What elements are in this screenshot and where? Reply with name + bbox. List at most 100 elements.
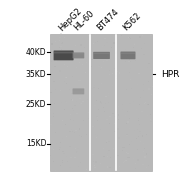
Bar	[133, 156, 134, 157]
Bar	[66, 83, 68, 84]
Text: HPR: HPR	[161, 69, 179, 78]
Bar	[143, 84, 144, 85]
Bar	[63, 57, 64, 58]
Bar	[127, 36, 128, 37]
Bar	[97, 41, 98, 42]
Bar	[86, 62, 87, 63]
Bar	[60, 46, 62, 48]
Bar	[151, 43, 152, 44]
Bar	[88, 112, 89, 113]
Bar	[126, 58, 127, 59]
Bar	[93, 87, 94, 88]
Bar	[82, 37, 83, 38]
Bar	[75, 130, 77, 131]
Bar	[62, 160, 64, 161]
Bar	[136, 81, 138, 82]
Bar	[94, 126, 95, 127]
Bar	[101, 102, 102, 104]
Bar	[55, 41, 56, 42]
Bar	[98, 101, 99, 102]
Bar	[62, 120, 63, 121]
Bar	[141, 111, 143, 112]
Bar	[127, 72, 128, 73]
Bar	[152, 74, 153, 75]
Bar	[70, 119, 71, 120]
Bar	[80, 103, 82, 104]
Bar	[107, 92, 108, 93]
Bar	[115, 163, 116, 164]
Bar	[141, 67, 143, 69]
Bar	[118, 39, 119, 40]
Bar	[77, 151, 78, 152]
Bar	[108, 102, 109, 103]
Bar	[50, 34, 152, 171]
Bar	[103, 156, 105, 157]
Bar	[125, 115, 126, 116]
Bar	[119, 166, 120, 167]
Bar	[115, 52, 116, 53]
Bar	[137, 107, 138, 108]
Bar	[66, 156, 67, 157]
Bar	[111, 47, 112, 48]
Bar	[59, 149, 60, 150]
Bar	[150, 114, 151, 115]
Bar	[118, 106, 119, 107]
Bar	[127, 106, 128, 107]
Bar	[140, 141, 141, 142]
Bar	[133, 158, 134, 159]
Bar	[112, 113, 114, 114]
Bar	[67, 85, 68, 86]
Bar	[60, 33, 62, 35]
Bar	[52, 163, 53, 165]
Bar	[102, 46, 103, 47]
Text: HL-60: HL-60	[72, 9, 96, 33]
Bar	[96, 55, 97, 56]
Bar	[84, 87, 85, 88]
Bar	[83, 120, 84, 121]
Bar	[144, 103, 145, 104]
Bar	[71, 99, 72, 100]
Bar	[62, 138, 63, 139]
Bar	[70, 157, 72, 158]
Bar	[124, 107, 125, 108]
Bar	[76, 151, 77, 153]
Bar	[78, 93, 80, 94]
Bar	[129, 144, 130, 145]
Bar	[89, 83, 90, 84]
Bar	[70, 60, 71, 61]
Bar	[60, 102, 62, 103]
Bar	[74, 125, 75, 127]
Bar	[72, 108, 73, 109]
Bar	[133, 101, 134, 102]
Bar	[124, 161, 125, 162]
Bar	[126, 135, 128, 136]
Bar	[95, 134, 96, 135]
Bar	[77, 73, 79, 74]
Text: 35KD: 35KD	[26, 69, 46, 78]
Bar	[129, 55, 130, 56]
Bar	[92, 154, 94, 155]
Bar	[60, 59, 61, 60]
Bar	[125, 160, 127, 161]
Bar	[55, 132, 56, 133]
Bar	[63, 109, 64, 110]
Bar	[62, 150, 64, 152]
Bar	[104, 111, 105, 112]
Bar	[114, 123, 115, 124]
Bar	[69, 89, 70, 90]
Bar	[82, 101, 84, 102]
Bar	[76, 101, 78, 102]
Bar	[123, 162, 124, 163]
Bar	[144, 43, 145, 44]
Bar	[125, 127, 127, 128]
Bar	[78, 143, 79, 144]
Bar	[54, 103, 55, 104]
Bar	[139, 104, 140, 105]
Bar	[84, 148, 86, 149]
Bar	[104, 45, 105, 46]
Bar	[60, 165, 61, 166]
Bar	[131, 141, 132, 142]
Bar	[134, 43, 135, 44]
Bar	[76, 113, 78, 114]
Bar	[72, 99, 73, 101]
